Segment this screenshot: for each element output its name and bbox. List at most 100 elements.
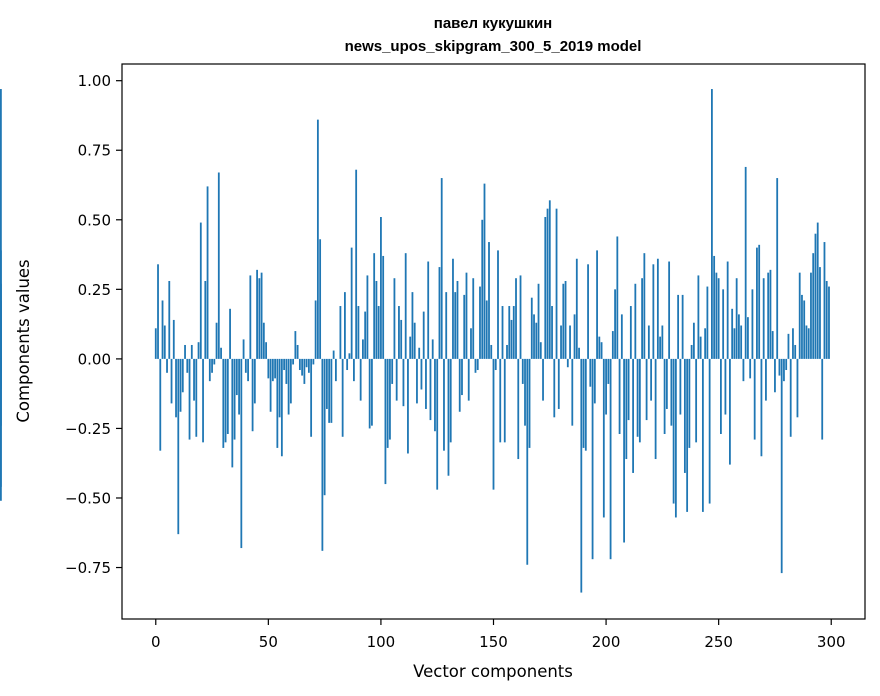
bar [708,358,711,504]
y-tick-label: −0.25 [65,420,111,438]
bar [371,358,373,426]
bar [425,358,427,409]
bar [402,358,405,407]
bar [224,358,227,443]
bar [215,322,218,359]
bar [452,258,454,359]
bar [357,306,360,359]
bar [407,358,409,454]
bar [524,358,526,426]
bar [587,264,589,359]
bar [573,314,576,359]
x-axis-ticks: 0 50 100 150 200 250 300 [151,619,846,651]
bar [715,272,718,359]
bar [713,255,716,359]
bar [783,358,785,382]
bar [314,300,317,359]
bar [569,325,571,359]
bar [211,358,213,373]
bar [508,306,511,359]
bar [283,358,286,371]
bar [461,358,463,396]
bar [539,342,542,359]
bar [656,258,659,359]
bar [226,358,229,434]
bar [695,358,698,443]
bar [177,358,180,535]
bar [380,217,382,359]
bar [778,358,781,376]
bar [307,358,310,373]
bar [530,297,533,359]
bar [555,208,558,359]
bar [571,358,574,426]
bar [0,358,2,371]
bar [521,358,524,384]
bar [312,358,315,365]
bar [560,325,562,359]
bar [362,339,364,359]
bar [492,358,495,490]
bar [765,358,767,401]
bar [440,178,443,359]
bar [740,325,743,359]
bar [172,319,175,359]
bar [242,339,245,359]
bar [562,283,565,359]
bar [769,269,772,359]
bar [168,280,171,359]
bar [483,183,486,359]
bar [614,289,616,359]
bar [665,358,668,409]
bar [166,358,168,373]
bar [447,358,450,476]
bar [596,250,598,359]
bar [711,89,713,359]
bar [706,286,709,359]
bar [154,328,157,359]
bar [213,358,216,365]
bar [436,358,439,490]
bar [564,280,567,359]
bar [546,208,549,359]
bar [515,278,517,359]
bar [798,272,801,359]
bar [278,358,281,418]
bar [467,358,470,401]
bar [445,292,448,359]
bar-series [0,89,830,593]
bar [190,344,193,359]
bar [627,358,630,421]
bar [785,358,788,371]
bar [544,217,547,359]
bar [429,358,432,421]
bar [298,358,301,371]
bar [697,275,700,359]
bar [643,253,646,359]
bar [767,272,770,359]
bar [199,222,202,359]
bar [825,280,828,359]
bar [683,358,686,473]
bar [416,358,418,404]
bar [735,278,738,359]
bar [756,247,758,359]
x-tick-label: 250 [704,633,733,651]
bar [418,347,421,359]
bar [704,328,707,359]
bar [427,261,430,359]
bar [618,358,621,434]
bar [805,325,808,359]
bar [690,344,693,359]
bar [217,172,220,359]
bar [289,358,292,404]
y-tick-label: 0.25 [78,281,111,299]
bar [310,358,313,437]
bar [395,358,398,401]
bar [269,358,272,412]
bar [722,289,725,359]
bar [409,336,412,359]
bar [616,236,619,359]
bar [758,244,761,359]
bar [170,358,173,404]
